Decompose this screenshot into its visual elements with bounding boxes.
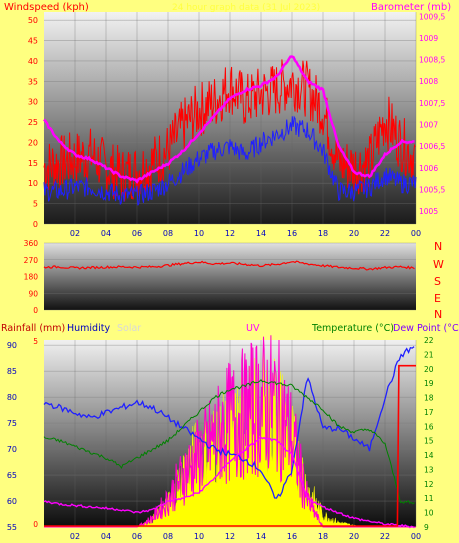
legend-temperature: Temperature (°C) [311, 323, 394, 334]
temperature-tick-label: 9 [424, 523, 429, 532]
wind-average-line [43, 115, 417, 206]
barometer-tick-label: 1005,5 [419, 185, 445, 194]
legend-dewpoint: Dew Point (°C) [393, 323, 459, 334]
barometer-tick-label: 1006 [419, 164, 438, 173]
compass-label-n-bottom: N [434, 308, 442, 321]
bottom-x-tick-label: 00 [411, 532, 421, 541]
legend-uv: UV [246, 323, 260, 334]
legend-rainfall: Rainfall (mm) [1, 323, 65, 334]
rainfall-line [44, 364, 416, 527]
temperature-tick-label: 18 [424, 394, 434, 403]
wind-x-tick-label: 00 [411, 229, 421, 238]
temperature-tick-label: 10 [424, 509, 434, 518]
wind-tick-label: 0 [33, 220, 38, 229]
wind-x-tick-label: 18 [318, 229, 328, 238]
temperature-tick-label: 14 [424, 451, 434, 460]
barometer-tick-label: 1007 [419, 120, 438, 129]
compass-label-w: W [433, 258, 444, 271]
wind-x-tick-label: 20 [349, 229, 359, 238]
rain-tick-label: 5 [33, 337, 38, 346]
chart-title: 24 hour graph data (31 Jul 2023) [172, 3, 320, 13]
direction-tick-label: 360 [24, 239, 39, 248]
humidity-tick-label: 85 [7, 367, 17, 376]
humidity-tick-label: 55 [7, 523, 17, 532]
wind-x-tick-label: 02 [70, 229, 80, 238]
wind-x-tick-label: 06 [132, 229, 142, 238]
wind-tick-label: 5 [33, 200, 38, 209]
bottom-x-tick-label: 06 [132, 532, 142, 541]
wind-gust-line [43, 59, 416, 202]
barometer-tick-label: 1008 [419, 77, 438, 86]
temperature-tick-label: 17 [424, 408, 434, 417]
wind-x-tick-label: 10 [194, 229, 204, 238]
bottom-x-tick-label: 08 [163, 532, 173, 541]
wind-direction-line [43, 260, 415, 271]
bottom-x-tick-label: 12 [225, 532, 235, 541]
humidity-tick-label: 90 [7, 341, 17, 350]
humidity-tick-label: 75 [7, 419, 17, 428]
humidity-tick-label: 70 [7, 445, 17, 454]
uv-line [44, 335, 416, 528]
temperature-tick-label: 22 [424, 336, 434, 345]
barometer-tick-label: 1008,5 [419, 56, 445, 65]
temperature-tick-label: 19 [424, 379, 434, 388]
temperature-tick-label: 12 [424, 480, 434, 489]
legend-solar: Solar [117, 323, 141, 334]
wind-tick-label: 25 [28, 118, 38, 127]
windspeed-axis-label: Windspeed (kph) [4, 2, 89, 13]
wind-x-tick-label: 16 [287, 229, 297, 238]
wind-tick-label: 30 [28, 98, 38, 107]
barometer-tick-label: 1007,5 [419, 99, 445, 108]
temperature-tick-label: 16 [424, 422, 434, 431]
legend-humidity: Humidity [67, 323, 110, 334]
compass-label-s: S [434, 275, 441, 288]
compass-label-e: E [434, 292, 441, 305]
humidity-tick-label: 80 [7, 393, 17, 402]
wind-x-tick-label: 04 [101, 229, 111, 238]
bottom-x-tick-label: 18 [318, 532, 328, 541]
bottom-x-tick-label: 20 [349, 532, 359, 541]
wind-tick-label: 40 [28, 57, 38, 66]
humidity-tick-label: 60 [7, 497, 17, 506]
direction-tick-label: 270 [24, 256, 39, 265]
wind-x-tick-label: 14 [256, 229, 266, 238]
wind-tick-label: 50 [28, 16, 38, 25]
wind-x-tick-label: 12 [225, 229, 235, 238]
barometer-tick-label: 1006,5 [419, 142, 445, 151]
barometer-tick-label: 1005 [419, 207, 438, 216]
wind-tick-label: 35 [28, 77, 38, 86]
bottom-x-tick-label: 16 [287, 532, 297, 541]
wind-tick-label: 15 [28, 159, 38, 168]
rain-tick-label: 0 [33, 520, 38, 529]
dewpoint-line [43, 436, 415, 529]
humidity-tick-label: 65 [7, 471, 17, 480]
temperature-line [43, 379, 415, 505]
barometer-line [43, 55, 415, 185]
wind-tick-label: 10 [28, 179, 38, 188]
temperature-tick-label: 15 [424, 437, 434, 446]
temperature-tick-label: 11 [424, 494, 434, 503]
direction-tick-label: 90 [28, 289, 38, 298]
bottom-x-tick-label: 14 [256, 532, 266, 541]
direction-tick-label: 180 [24, 273, 39, 282]
barometer-axis-label: Barometer (mb) [371, 2, 451, 13]
bottom-x-tick-label: 04 [101, 532, 111, 541]
direction-tick-label: 0 [33, 306, 38, 315]
temperature-tick-label: 21 [424, 350, 434, 359]
wind-tick-label: 45 [28, 37, 38, 46]
compass-label-n-top: N [434, 240, 442, 253]
humidity-line [43, 346, 415, 499]
barometer-tick-label: 1009 [419, 34, 438, 43]
bottom-x-tick-label: 10 [194, 532, 204, 541]
bottom-x-tick-label: 02 [70, 532, 80, 541]
wind-x-tick-label: 08 [163, 229, 173, 238]
temperature-tick-label: 20 [424, 365, 434, 374]
wind-tick-label: 20 [28, 138, 38, 147]
bottom-x-tick-label: 22 [380, 532, 390, 541]
barometer-tick-label: 1009,5 [419, 12, 445, 21]
wind-x-tick-label: 22 [380, 229, 390, 238]
temperature-tick-label: 13 [424, 465, 434, 474]
